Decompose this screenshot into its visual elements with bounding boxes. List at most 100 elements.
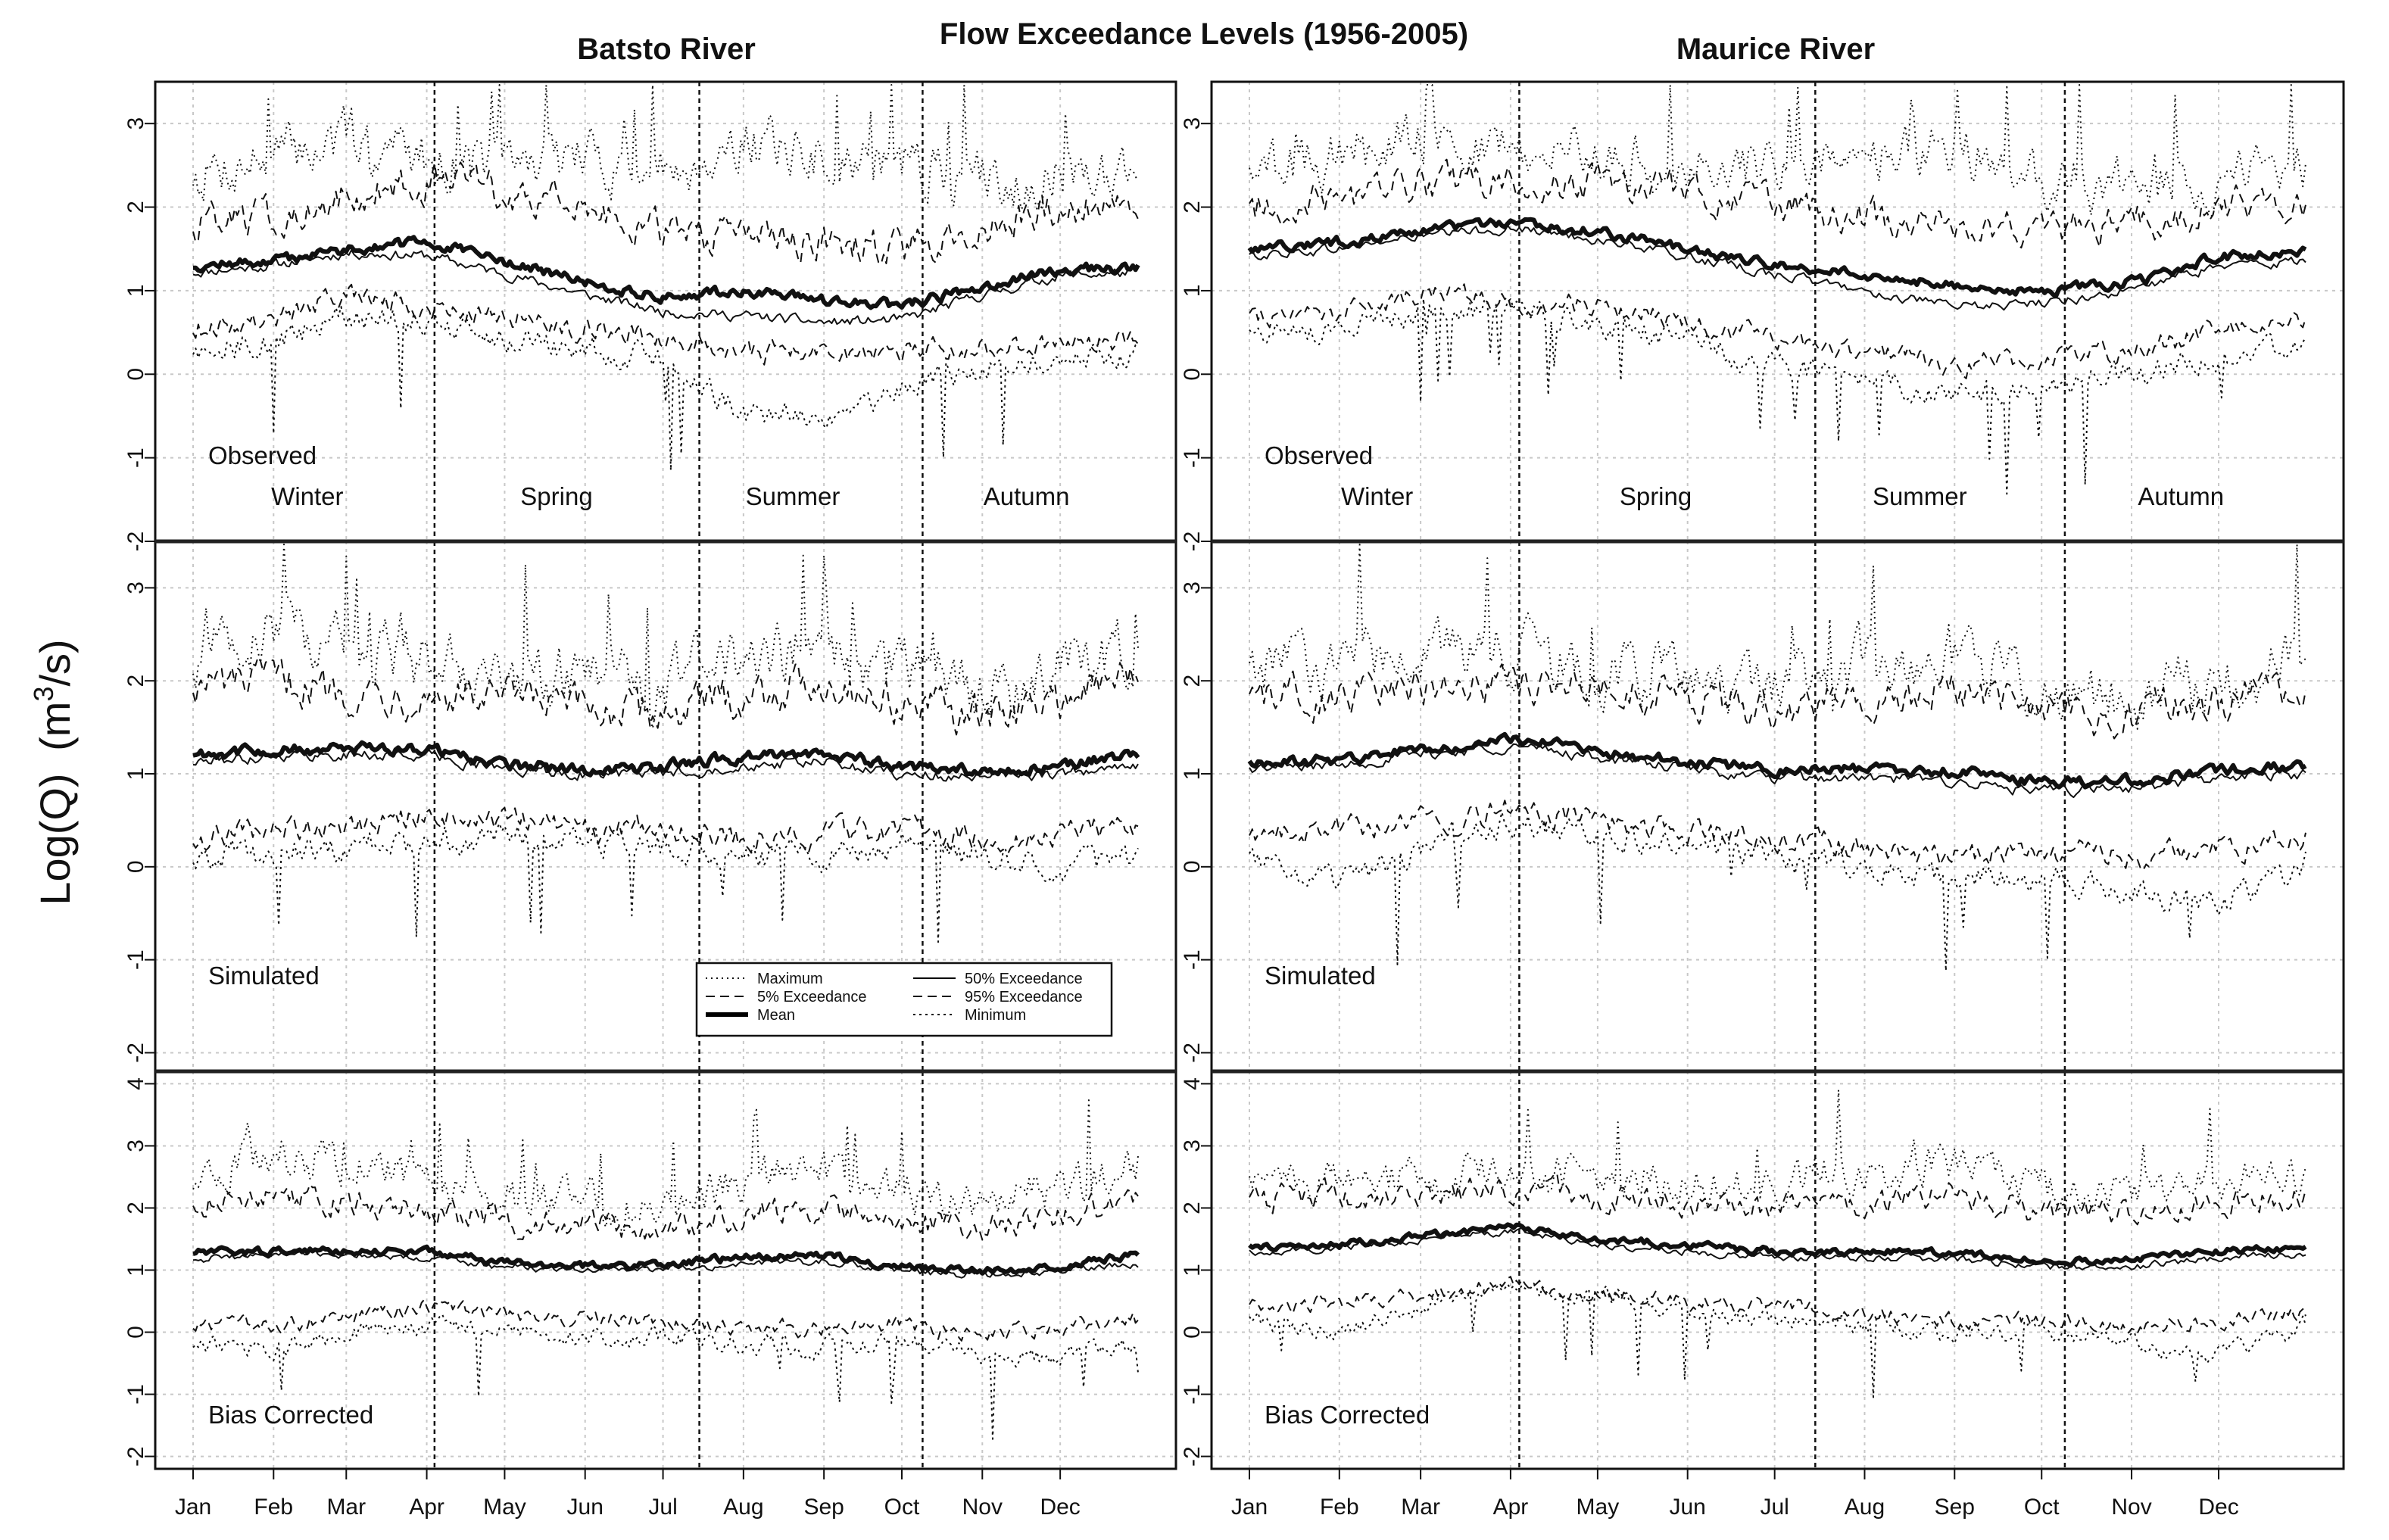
y-tick-label: 4 bbox=[123, 1077, 148, 1090]
panel-label: Simulated bbox=[1265, 962, 1376, 990]
x-tick-label-jun: Jun bbox=[567, 1495, 603, 1520]
x-tick-label-oct: Oct bbox=[884, 1495, 920, 1520]
y-tick-label: 2 bbox=[1180, 1202, 1205, 1214]
y-tick-label: 3 bbox=[123, 1139, 148, 1152]
series-line-q95 bbox=[192, 283, 1139, 366]
x-tick-label-may: May bbox=[483, 1495, 526, 1520]
maurice-river-title: Maurice River bbox=[1676, 33, 1875, 66]
y-tick-label: 1 bbox=[1180, 768, 1205, 781]
series-line-q95 bbox=[1249, 283, 2306, 379]
panel-0-1: -2 -1 0 1 2 3 Simulated bbox=[123, 541, 1176, 1071]
batsto-river-title: Batsto River bbox=[577, 33, 756, 66]
series-line-maximum bbox=[192, 84, 1139, 211]
series-line-mean bbox=[193, 235, 1140, 310]
y-tick-label: -2 bbox=[123, 532, 148, 552]
y-tick-label: 0 bbox=[123, 1326, 148, 1339]
plot-area: -2 -1 0 1 2 3 Observed Winter Spring Summer Autumn… bbox=[123, 80, 2345, 1520]
y-tick-label: -1 bbox=[1180, 949, 1205, 970]
legend-label-maximum: Maximum bbox=[757, 971, 823, 987]
legend-label-50pct: 50% Exceedance bbox=[965, 971, 1083, 987]
y-axis-label-tail: /s) bbox=[31, 639, 79, 686]
y-tick-label: -1 bbox=[1180, 1384, 1205, 1404]
y-tick-label: -1 bbox=[1180, 447, 1205, 468]
y-tick-label: -1 bbox=[123, 1384, 148, 1404]
series-line-minimum bbox=[1249, 298, 2306, 495]
y-tick-label: -1 bbox=[123, 949, 148, 970]
y-tick-label: 0 bbox=[1180, 860, 1205, 873]
x-tick-label-sep: Sep bbox=[1935, 1495, 1975, 1520]
panel-1-0: -2 -1 0 1 2 3 Observed Winter Spring Summer Autumn bbox=[1180, 82, 2344, 551]
series-line-q5 bbox=[192, 656, 1139, 736]
column-frame bbox=[154, 80, 1177, 1470]
legend-box bbox=[695, 962, 1113, 1037]
y-tick-label: 0 bbox=[123, 860, 148, 873]
x-tick-label-apr: Apr bbox=[1493, 1495, 1529, 1520]
y-tick-label: 3 bbox=[1180, 1139, 1205, 1152]
series-line-maximum bbox=[1249, 1089, 2306, 1214]
series-line-mean bbox=[192, 740, 1140, 778]
y-tick-label: 3 bbox=[1180, 117, 1205, 130]
x-tick-label-aug: Aug bbox=[723, 1495, 763, 1520]
y-tick-label: -2 bbox=[123, 1043, 148, 1063]
y-tick-label: -2 bbox=[123, 1446, 148, 1467]
x-tick-label-jan: Jan bbox=[1231, 1495, 1268, 1520]
column-frame bbox=[1210, 80, 2345, 1470]
panel-1-1: -2 -1 0 1 2 3 Simulated bbox=[1180, 541, 2344, 1071]
x-tick-label-jul: Jul bbox=[648, 1495, 677, 1520]
legend: Maximum 5% Exceedance Mean 50% Exceedanc… bbox=[695, 962, 1113, 1037]
y-tick-label: 3 bbox=[1180, 581, 1205, 594]
x-tick-label-nov: Nov bbox=[962, 1495, 1003, 1520]
season-label: Autumn bbox=[984, 482, 1070, 510]
series-line-mean bbox=[1247, 217, 2307, 298]
x-tick-label-may: May bbox=[1577, 1495, 1620, 1520]
y-tick-label: 1 bbox=[123, 1264, 148, 1277]
season-label: Summer bbox=[746, 482, 841, 510]
season-label: Winter bbox=[1341, 482, 1413, 510]
y-tick-label: -2 bbox=[1180, 1043, 1205, 1063]
y-tick-label: 4 bbox=[1180, 1077, 1205, 1090]
y-tick-label: 0 bbox=[1180, 1326, 1205, 1339]
x-tick-label-jan: Jan bbox=[175, 1495, 211, 1520]
series-line-minimum bbox=[192, 1314, 1139, 1440]
series-line-q50 bbox=[192, 249, 1139, 325]
figure-title: Flow Exceedance Levels (1956-2005) bbox=[940, 17, 1468, 51]
x-tick-label-nov: Nov bbox=[2111, 1495, 2151, 1520]
x-tick-label-dec: Dec bbox=[1040, 1495, 1080, 1520]
y-axis-label: Log(Q) (m3/s) bbox=[28, 639, 79, 905]
column-batsto: -2 -1 0 1 2 3 Observed Winter Spring Summer Autumn… bbox=[123, 80, 1177, 1520]
legend-label-mean: Mean bbox=[757, 1007, 795, 1024]
y-tick-label: 0 bbox=[123, 368, 148, 381]
panel-0-2: -2 -1 0 1 2 3 4 Bias Corrected bbox=[123, 1071, 1176, 1469]
y-tick-label: 3 bbox=[123, 581, 148, 594]
panel-0-0: -2 -1 0 1 2 3 Observed Winter Spring Summer Autumn bbox=[123, 82, 1176, 551]
series-line-q95 bbox=[192, 806, 1139, 854]
x-tick-label-oct: Oct bbox=[2024, 1495, 2060, 1520]
panel-label: Bias Corrected bbox=[1265, 1401, 1430, 1429]
y-tick-label: 1 bbox=[123, 285, 148, 298]
y-tick-label: -2 bbox=[1180, 1446, 1205, 1467]
y-tick-label: 1 bbox=[1180, 285, 1205, 298]
x-tick-label-feb: Feb bbox=[254, 1495, 293, 1520]
x-tick-label-jun: Jun bbox=[1670, 1495, 1706, 1520]
y-tick-label: 2 bbox=[1180, 675, 1205, 687]
legend-label-95pct: 95% Exceedance bbox=[965, 989, 1083, 1005]
season-label: Winter bbox=[271, 482, 343, 510]
x-tick-label-apr: Apr bbox=[409, 1495, 444, 1520]
series-line-q50 bbox=[1249, 224, 2306, 311]
panel-label: Bias Corrected bbox=[208, 1401, 373, 1429]
series-line-mean bbox=[1248, 1222, 2307, 1268]
x-tick-label-dec: Dec bbox=[2198, 1495, 2238, 1520]
y-tick-label: 2 bbox=[123, 201, 148, 214]
season-label: Spring bbox=[1620, 482, 1692, 510]
series-line-q95 bbox=[192, 1298, 1139, 1342]
x-tick-label-aug: Aug bbox=[1845, 1495, 1885, 1520]
panel-1-2: -2 -1 0 1 2 3 4 Bias Corrected bbox=[1180, 1071, 2344, 1469]
x-tick-label-mar: Mar bbox=[326, 1495, 366, 1520]
series-line-q5 bbox=[192, 161, 1139, 265]
y-tick-label: -1 bbox=[123, 447, 148, 468]
season-label: Autumn bbox=[2138, 482, 2224, 510]
x-tick-label-mar: Mar bbox=[1401, 1495, 1440, 1520]
series-line-q5 bbox=[192, 1183, 1139, 1241]
y-tick-label: 1 bbox=[1180, 1264, 1205, 1277]
